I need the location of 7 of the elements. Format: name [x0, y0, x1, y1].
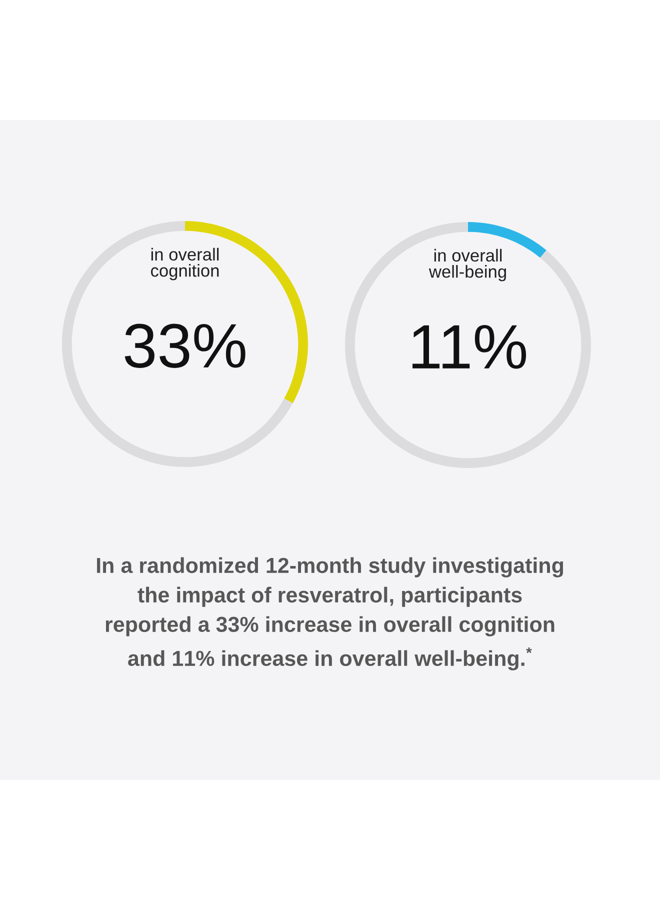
donut-slice [62, 221, 293, 467]
text: 33% [124, 324, 246, 368]
text: in overall well-being [428, 248, 506, 282]
text: in overall cognition [150, 248, 219, 280]
donut-slice [345, 222, 591, 468]
text: 11% [412, 325, 526, 369]
text: In a randomized 12-month study investigating the impact of resveratrol, participants reported a 33% increase in overall cognition and 11% increase in overall well-being.$^{*}$ [97, 557, 564, 670]
